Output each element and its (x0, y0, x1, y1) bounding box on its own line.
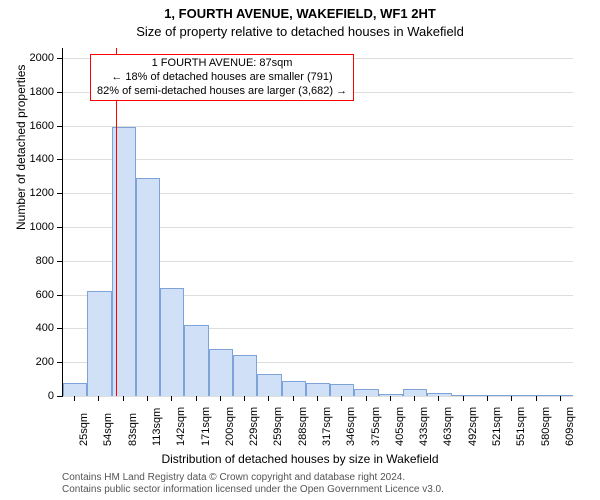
x-tick-mark (123, 396, 124, 401)
gridline (63, 396, 573, 397)
x-tick-mark (487, 396, 488, 401)
x-tick-mark (244, 396, 245, 401)
info-box: 1 FOURTH AVENUE: 87sqm← 18% of detached … (90, 54, 354, 101)
y-tick-mark (57, 396, 62, 397)
x-tick-mark (366, 396, 367, 401)
x-tick-label: 405sqm (394, 407, 406, 446)
y-tick-label: 1000 (14, 221, 54, 233)
histogram-bar (136, 178, 160, 396)
x-tick-label: 229sqm (248, 407, 260, 446)
x-tick-label: 521sqm (491, 407, 503, 446)
y-tick-label: 1600 (14, 120, 54, 132)
histogram-bar (257, 374, 281, 396)
x-tick-label: 433sqm (418, 407, 430, 446)
gridline (63, 126, 573, 127)
histogram-bar (233, 355, 257, 396)
x-tick-label: 83sqm (127, 413, 139, 446)
info-box-line: 1 FOURTH AVENUE: 87sqm (97, 57, 347, 71)
x-tick-mark (293, 396, 294, 401)
footer-line: Contains public sector information licen… (62, 484, 444, 496)
y-tick-label: 200 (14, 356, 54, 368)
y-tick-label: 1200 (14, 187, 54, 199)
y-tick-mark (57, 227, 62, 228)
x-tick-mark (220, 396, 221, 401)
footer-line: Contains HM Land Registry data © Crown c… (62, 472, 444, 484)
histogram-bar (209, 349, 233, 396)
y-tick-mark (57, 159, 62, 160)
chart-container: 1, FOURTH AVENUE, WAKEFIELD, WF1 2HT Siz… (0, 0, 600, 500)
y-tick-mark (57, 193, 62, 194)
x-tick-mark (317, 396, 318, 401)
histogram-bar (452, 395, 476, 396)
x-tick-label: 580sqm (540, 407, 552, 446)
y-tick-mark (57, 92, 62, 93)
x-tick-mark (438, 396, 439, 401)
x-tick-mark (536, 396, 537, 401)
x-tick-mark (341, 396, 342, 401)
x-tick-mark (171, 396, 172, 401)
y-tick-label: 1400 (14, 153, 54, 165)
y-tick-mark (57, 362, 62, 363)
y-tick-label: 600 (14, 289, 54, 301)
histogram-bar (500, 395, 524, 396)
histogram-bar (379, 394, 403, 396)
y-tick-mark (57, 295, 62, 296)
x-tick-label: 463sqm (442, 407, 454, 446)
x-tick-mark (98, 396, 99, 401)
histogram-bar (549, 395, 573, 396)
x-tick-label: 317sqm (321, 407, 333, 446)
x-tick-label: 346sqm (345, 407, 357, 446)
info-box-line: 82% of semi-detached houses are larger (… (97, 85, 347, 99)
y-tick-mark (57, 261, 62, 262)
x-tick-label: 25sqm (78, 413, 90, 446)
histogram-bar (524, 395, 548, 396)
y-tick-mark (57, 328, 62, 329)
histogram-bar (160, 288, 184, 396)
x-tick-mark (196, 396, 197, 401)
attribution-footer: Contains HM Land Registry data © Crown c… (62, 472, 444, 496)
x-tick-mark (390, 396, 391, 401)
x-tick-mark (147, 396, 148, 401)
x-tick-label: 375sqm (370, 407, 382, 446)
y-tick-label: 800 (14, 255, 54, 267)
x-tick-mark (414, 396, 415, 401)
x-tick-label: 288sqm (297, 407, 309, 446)
x-tick-label: 492sqm (467, 407, 479, 446)
x-tick-label: 200sqm (224, 407, 236, 446)
y-tick-label: 400 (14, 322, 54, 334)
x-axis-label: Distribution of detached houses by size … (0, 452, 600, 466)
histogram-bar (403, 389, 427, 396)
histogram-bar (330, 384, 354, 396)
x-tick-mark (463, 396, 464, 401)
x-tick-label: 171sqm (200, 407, 212, 446)
histogram-bar (282, 381, 306, 396)
histogram-bar (427, 393, 451, 396)
x-tick-label: 259sqm (272, 407, 284, 446)
chart-title-address: 1, FOURTH AVENUE, WAKEFIELD, WF1 2HT (0, 6, 600, 21)
info-box-line: ← 18% of detached houses are smaller (79… (97, 71, 347, 85)
x-tick-mark (511, 396, 512, 401)
histogram-bar (63, 383, 87, 397)
x-tick-label: 609sqm (564, 407, 576, 446)
x-tick-mark (74, 396, 75, 401)
histogram-bar (306, 383, 330, 397)
x-tick-mark (268, 396, 269, 401)
histogram-bar (184, 325, 208, 396)
x-tick-mark (560, 396, 561, 401)
gridline (63, 159, 573, 160)
y-tick-label: 1800 (14, 86, 54, 98)
x-tick-label: 113sqm (151, 408, 163, 446)
histogram-bar (87, 291, 111, 396)
chart-subtitle: Size of property relative to detached ho… (0, 24, 600, 39)
y-tick-label: 0 (14, 390, 54, 402)
y-tick-mark (57, 58, 62, 59)
histogram-bar (354, 389, 378, 396)
x-tick-label: 54sqm (102, 413, 114, 446)
y-tick-mark (57, 126, 62, 127)
x-tick-label: 551sqm (515, 407, 527, 446)
x-tick-label: 142sqm (175, 407, 187, 446)
y-tick-label: 2000 (14, 52, 54, 64)
